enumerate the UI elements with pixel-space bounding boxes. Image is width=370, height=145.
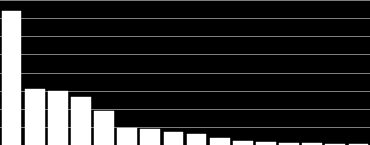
Bar [326, 144, 345, 145]
Bar [187, 134, 206, 145]
Bar [25, 89, 44, 145]
Bar [48, 91, 68, 145]
Bar [349, 144, 368, 145]
Bar [71, 97, 91, 145]
Bar [2, 11, 21, 145]
Bar [94, 112, 114, 145]
Bar [164, 132, 183, 145]
Bar [210, 138, 229, 145]
Bar [117, 128, 137, 145]
Bar [302, 143, 322, 145]
Bar [279, 143, 299, 145]
Bar [256, 142, 276, 145]
Bar [233, 141, 253, 145]
Bar [141, 129, 160, 145]
